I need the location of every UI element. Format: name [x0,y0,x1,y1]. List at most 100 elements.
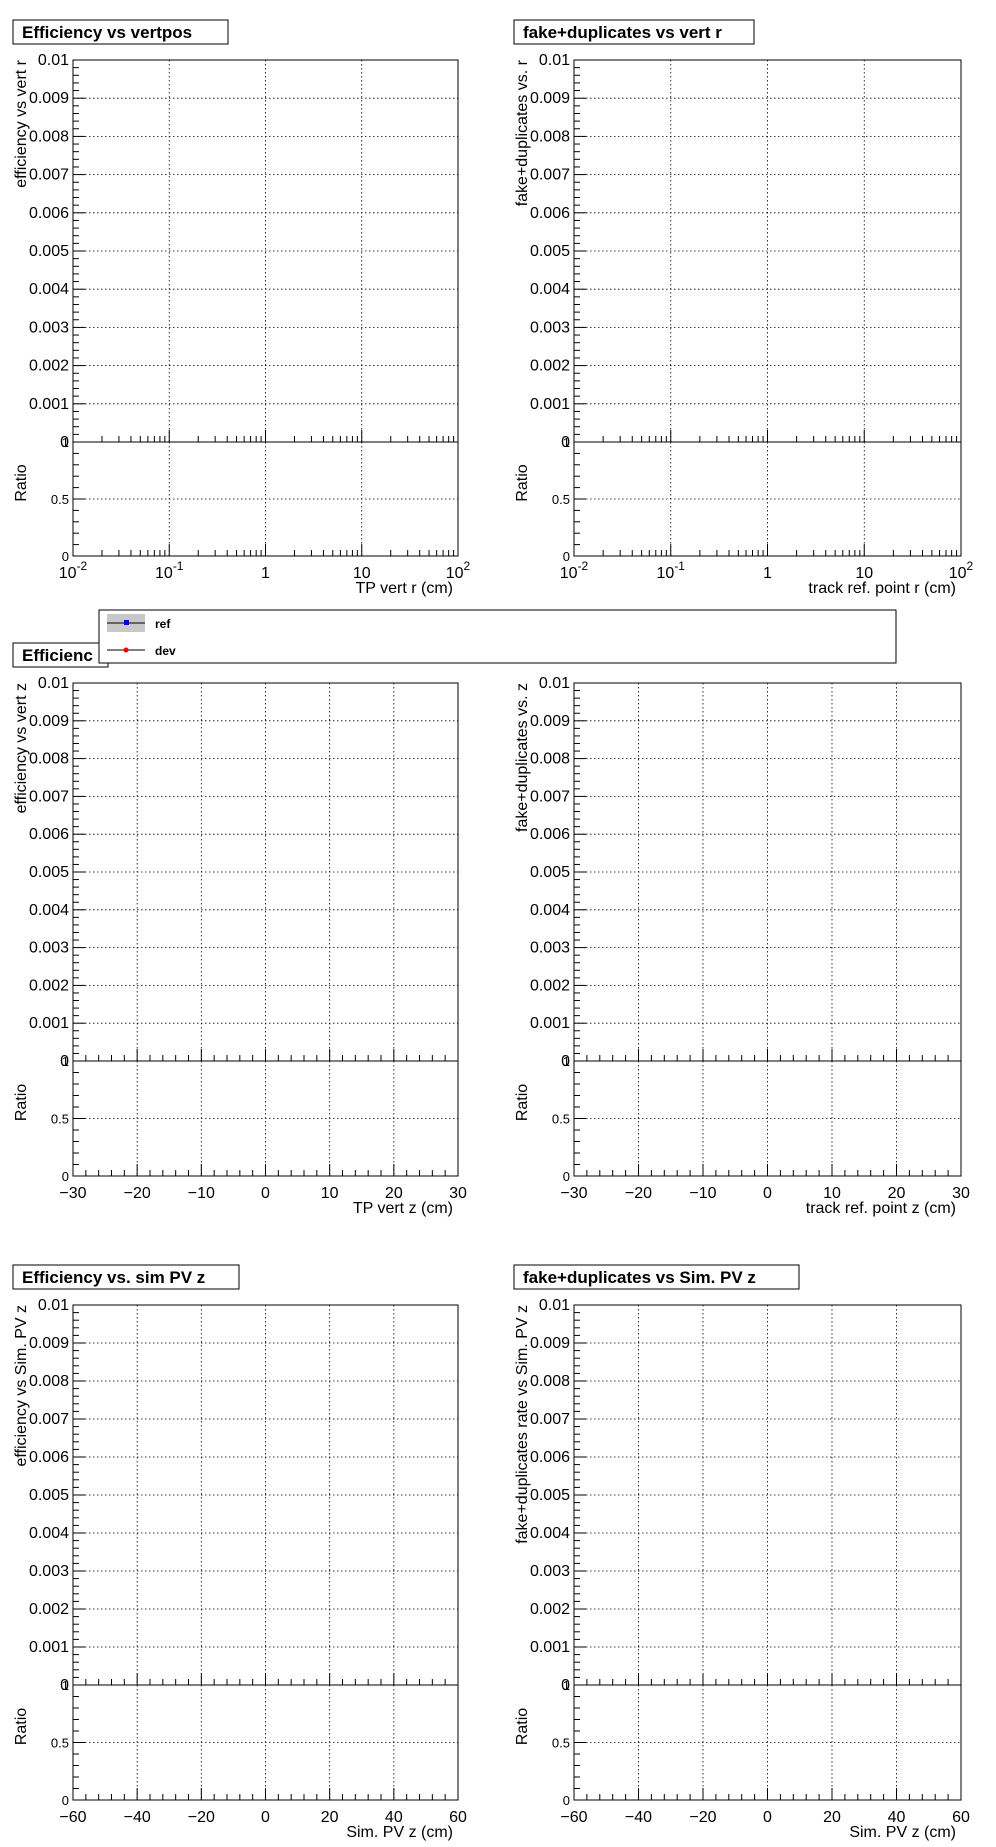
x-tick-label: 10 [321,1185,339,1202]
y-tick-label: 0.008 [29,751,69,768]
x-tick-label: 60 [449,1809,467,1826]
title-box [513,1264,800,1290]
y-tick-label: 0.008 [530,128,570,145]
ratio-tick-label: 0 [62,1169,69,1184]
ratio-tick-label: 0 [563,1169,570,1184]
x-tick-label: −20 [689,1809,716,1826]
x-tick-label: 20 [888,1185,906,1202]
x-tick-label: 0 [261,1185,270,1202]
ratio-tick-label: 0 [563,549,570,564]
chart-title: Efficienc [22,646,93,665]
x-axis-label: track ref. point r (cm) [808,580,956,597]
x-tick-label: −20 [625,1185,652,1202]
x-tick-label: 20 [385,1185,403,1202]
chart-panel-5: 0 0.001 0.002 0.003 0.004 0.005 0.006 0.007 0.00… [12,1264,467,1841]
x-tick-label: 10 [823,1185,841,1202]
y-ticks [574,1304,586,1801]
y-tick-label: 0.007 [530,167,570,184]
x-tick-label: −10 [188,1185,215,1202]
x-tick-label: 40 [888,1809,906,1826]
y-tick-label: 0.004 [29,902,69,919]
y-tick-label: 0 [561,1677,570,1694]
y-tick-label: 0.005 [29,243,69,260]
x-tick-label: −40 [625,1809,652,1826]
panel-grid: 0 0.001 0.002 0.003 0.004 0.005 0.006 0.007 0.00… [12,19,974,1841]
x-tick-label: 1 [261,565,270,582]
y-tick-label: 0.005 [530,243,570,260]
y-tick-label: 0.009 [29,713,69,730]
ratio-tick-label: 0.5 [51,1736,69,1751]
title-box [12,19,229,45]
y-tick-label: 0.002 [530,977,570,994]
y-tick-label: 0.008 [530,751,570,768]
y-axis-label: fake+duplicates vs. z [514,683,531,832]
x-ticks [72,1673,459,1800]
y-ticks [73,1304,85,1801]
y-tick-label: 0 [60,1053,69,1070]
x-tick-label: −40 [124,1809,151,1826]
x-tick-label: 10 [855,565,873,582]
y-tick-label: 0.003 [29,319,69,336]
x-tick-label: −60 [59,1809,86,1826]
x-tick-label: 40 [385,1809,403,1826]
ratio-tick-label: 0.5 [552,1112,570,1127]
y-tick-label: 0.006 [29,1449,69,1466]
x-tick-label: −10 [689,1185,716,1202]
chart-panel-3: 0 0.001 0.002 0.003 0.004 0.005 0.006 0.007 0.00… [12,642,467,1217]
x-tick-label: 10 [353,565,371,582]
y-tick-label: 0.009 [530,90,570,107]
y-tick-label: 0.003 [530,1563,570,1580]
gridlines [574,683,961,1176]
chart-panel-2: 0 0.001 0.002 0.003 0.004 0.005 0.006 0.007 0.00… [513,19,974,597]
x-tick-label: 30 [952,1185,970,1202]
y-tick-label: 0.01 [38,52,69,69]
ratio-tick-label: 0.5 [51,1112,69,1127]
y-tick-label: 0.009 [29,1335,69,1352]
y-tick-label: 0.004 [530,281,570,298]
legend-ref-marker [124,620,129,625]
y-tick-label: 0.003 [29,1563,69,1580]
y-tick-label: 0.001 [29,396,69,413]
y-tick-label: 0.006 [29,826,69,843]
x-axis-label: TP vert z (cm) [353,1200,453,1217]
y-axis-label: efficiency vs vert z [13,683,30,813]
y-axis-label: efficiency vs Sim. PV z [13,1305,30,1467]
y-tick-label: 0 [561,434,570,451]
x-tick-label: 0 [261,1809,270,1826]
title-box [513,19,755,45]
y-tick-label: 0.01 [38,675,69,692]
ratio-tick-label: 0.5 [51,492,69,507]
x-tick-label: 0 [763,1809,772,1826]
ratio-tick-label: 0.5 [552,492,570,507]
y-tick-label: 0.006 [530,1449,570,1466]
y-axis-label: fake+duplicates rate vs Sim. PV z [514,1305,531,1544]
x-ticks [573,1049,962,1176]
y-tick-label: 0 [561,1053,570,1070]
y-tick-label: 0.007 [530,788,570,805]
x-tick-label: 102 [446,559,471,582]
y-tick-label: 0.009 [530,1335,570,1352]
y-tick-label: 0 [60,434,69,451]
ratio-tick-label: 1 [62,435,69,450]
chart-title: Efficiency vs. sim PV z [22,1268,205,1287]
y-tick-label: 0.004 [530,1525,570,1542]
y-tick-label: 0.001 [530,1639,570,1656]
y-tick-label: 0.005 [29,1487,69,1504]
y-tick-label: 0.001 [29,1015,69,1032]
chart-panel-1: 0 0.001 0.002 0.003 0.004 0.005 0.006 0.007 0.00… [12,19,471,597]
ratio-axis-label: Ratio [13,1084,30,1121]
y-tick-label: 0.003 [530,940,570,957]
ratio-axis-label: Ratio [13,1708,30,1745]
y-tick-label: 0.01 [38,1297,69,1314]
gridlines [574,60,961,556]
y-tick-label: 0.007 [29,1411,69,1428]
gridlines [73,60,458,556]
y-tick-label: 0.003 [530,319,570,336]
y-tick-label: 0.009 [29,90,69,107]
title-box [12,1264,240,1290]
x-tick-label: 102 [949,559,974,582]
x-tick-label: 20 [321,1809,339,1826]
gridlines [73,1305,458,1800]
y-ticks [73,59,85,557]
x-tick-label: −60 [560,1809,587,1826]
